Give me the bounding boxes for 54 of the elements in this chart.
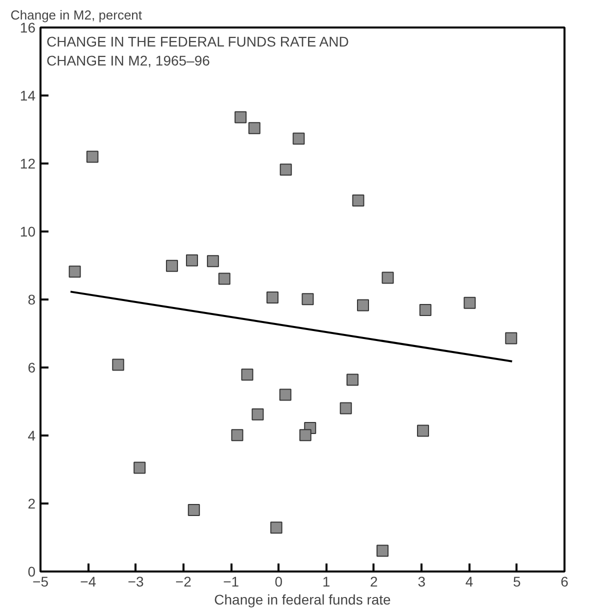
point — [346, 374, 359, 386]
point — [86, 150, 98, 163]
y-tick-label: 14 — [20, 88, 36, 104]
y-tick-label: 6 — [28, 360, 36, 376]
point — [464, 296, 476, 309]
point — [248, 122, 260, 134]
x-tick-label: −3 — [128, 574, 144, 590]
point — [231, 429, 244, 442]
y-tick-label: 0 — [28, 564, 36, 580]
point — [382, 272, 394, 284]
point — [266, 291, 278, 304]
y-tick-label: 16 — [20, 20, 36, 36]
y-tick-label: 4 — [28, 428, 36, 444]
point — [252, 408, 264, 420]
point — [166, 260, 178, 272]
point — [302, 293, 314, 306]
point — [340, 402, 352, 414]
point — [419, 304, 432, 316]
point — [417, 424, 430, 437]
point — [218, 272, 230, 285]
x-tick-label: 4 — [465, 574, 474, 590]
y-axis-title: Change in M2, percent — [10, 8, 142, 22]
x-tick-label: 6 — [560, 574, 569, 590]
y-tick-label: 2 — [28, 496, 36, 512]
point — [112, 358, 124, 371]
x-tick-label: −4 — [80, 574, 96, 590]
x-tick-label: −2 — [175, 574, 192, 590]
point — [270, 522, 282, 534]
x-tick-label: 3 — [418, 574, 426, 590]
point — [376, 544, 389, 557]
point — [234, 111, 247, 124]
point — [280, 164, 292, 176]
y-tick-label: 12 — [20, 156, 36, 172]
point — [186, 254, 198, 266]
point — [188, 504, 200, 516]
point — [299, 429, 312, 442]
y-tick-label: 10 — [20, 224, 36, 240]
point — [292, 132, 305, 145]
x-tick-label: −1 — [223, 574, 240, 590]
point — [352, 194, 364, 207]
point — [68, 266, 81, 278]
point — [206, 255, 219, 268]
point — [357, 299, 369, 312]
y-tick-label: 8 — [28, 292, 36, 308]
text: CHANGE IN THE FEDERAL FUNDS RATE AND CHANGE IN M2, 1965–96 — [46, 34, 349, 69]
x-tick-label: 0 — [274, 574, 283, 590]
point — [279, 388, 292, 401]
point — [241, 368, 254, 381]
x-tick-label: 2 — [370, 574, 378, 590]
x-tick-label: 1 — [322, 574, 330, 590]
x-tick-label: 5 — [512, 574, 521, 590]
point — [505, 332, 518, 344]
point — [134, 462, 146, 474]
x-axis-title: Change in federal funds rate — [214, 592, 392, 608]
